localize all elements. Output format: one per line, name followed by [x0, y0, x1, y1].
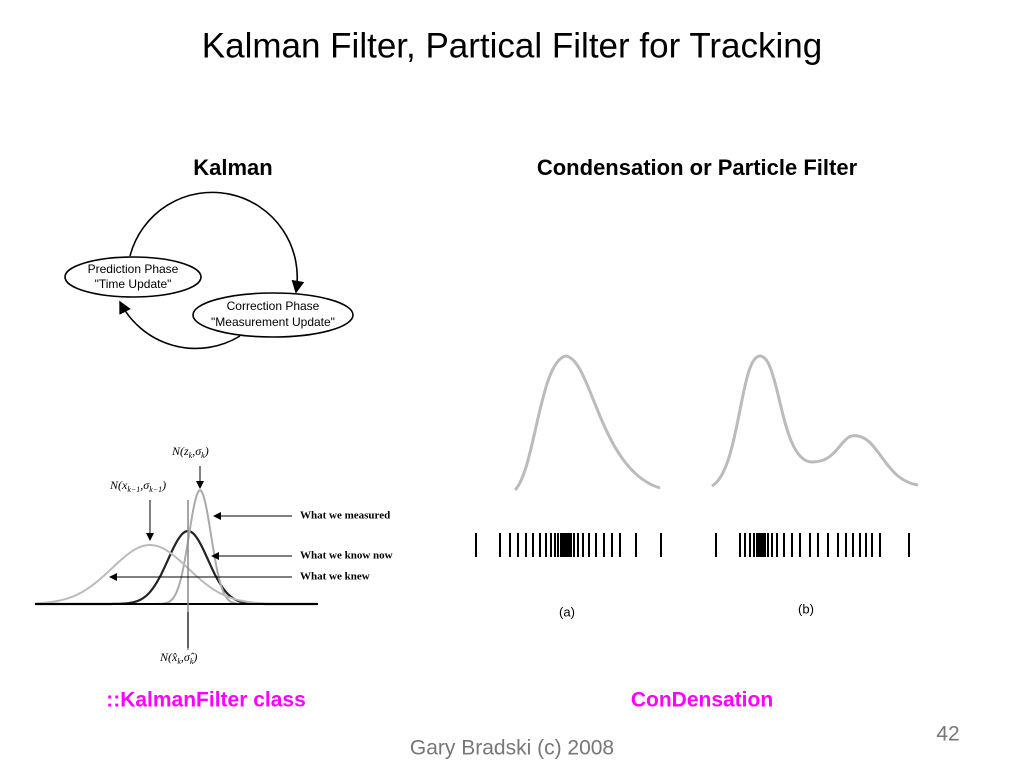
formula-part: k−1: [149, 485, 162, 494]
formula-part: ): [204, 444, 209, 458]
gaussian-curve: [35, 489, 317, 605]
kalman-link[interactable]: ::KalmanFilter class: [106, 689, 306, 712]
formula: N(x̂k,σ̂k): [159, 650, 197, 666]
formula-part: ,σ: [192, 444, 202, 458]
prediction-node: [64, 256, 202, 298]
formula-part: N(z: [171, 444, 189, 458]
caption: (b): [798, 601, 814, 616]
caption: (a): [559, 604, 575, 619]
formula-part: k: [190, 657, 194, 666]
formula-part: k: [189, 451, 193, 460]
density-a: [513, 354, 661, 492]
node-label: Correction Phase: [227, 299, 320, 313]
gaussian-plot: [34, 466, 318, 650]
condensation-link[interactable]: ConDensation: [631, 689, 773, 712]
page-number: 42: [936, 723, 959, 746]
node-label: Prediction Phase: [88, 262, 179, 276]
formula-part: k−1: [127, 485, 140, 494]
cycle-diagram: [64, 191, 354, 350]
footer-credit: Gary Bradski (c) 2008: [410, 737, 614, 760]
formula-part: ): [192, 650, 197, 664]
density-curves: [513, 354, 919, 492]
kalman-heading: Kalman: [193, 155, 272, 180]
arrow: [119, 300, 241, 350]
arrow: [129, 191, 305, 294]
formula: N(xk−1,σk−1): [109, 478, 166, 494]
annotation: What we know now: [300, 550, 393, 562]
particle-heading: Condensation or Particle Filter: [537, 155, 858, 180]
title: Kalman Filter, Partical Filter for Track…: [202, 26, 822, 65]
formula-part: N(x: [109, 478, 128, 492]
formula-part: ): [161, 478, 166, 492]
annotation: What we measured: [300, 510, 390, 522]
annotation: What we knew: [300, 571, 370, 583]
node-label: "Measurement Update": [211, 315, 335, 329]
correction-node: [192, 292, 354, 338]
formula-part: k: [201, 451, 205, 460]
formula-part: ,σ: [140, 478, 150, 492]
density-b: [711, 354, 919, 488]
particle-samples: [475, 533, 910, 557]
formula-part: k: [177, 657, 181, 666]
formula: N(zk,σk): [171, 444, 209, 460]
formula-part: N(x̂: [159, 650, 178, 664]
node-label: "Time Update": [95, 277, 172, 291]
